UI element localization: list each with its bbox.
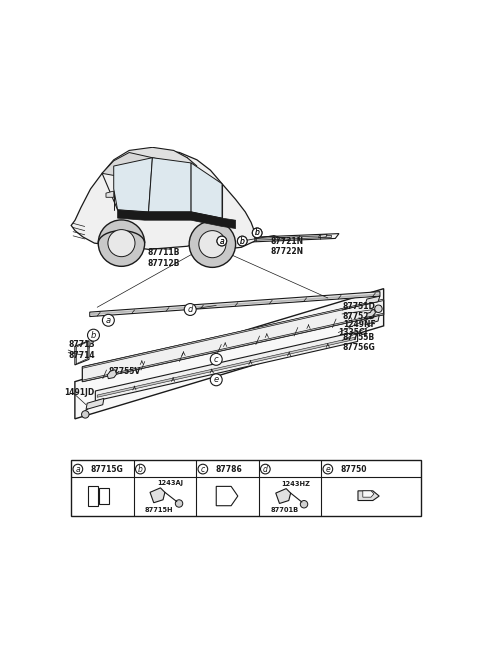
- Text: a: a: [75, 465, 80, 474]
- Text: b: b: [91, 331, 96, 340]
- Circle shape: [199, 230, 226, 257]
- Text: b: b: [240, 236, 245, 246]
- Polygon shape: [75, 341, 89, 365]
- Polygon shape: [276, 488, 290, 504]
- Polygon shape: [150, 488, 165, 503]
- Polygon shape: [148, 158, 191, 212]
- Text: 87750: 87750: [340, 465, 367, 474]
- Circle shape: [252, 228, 262, 238]
- Polygon shape: [202, 234, 339, 244]
- Polygon shape: [106, 191, 114, 197]
- Circle shape: [210, 374, 222, 385]
- Text: 87711B
87712B: 87711B 87712B: [147, 248, 180, 268]
- Text: b: b: [255, 228, 260, 238]
- Circle shape: [238, 236, 247, 246]
- Text: a: a: [219, 236, 224, 246]
- Circle shape: [135, 464, 145, 474]
- Polygon shape: [102, 147, 197, 174]
- Polygon shape: [365, 315, 379, 325]
- Polygon shape: [97, 337, 356, 397]
- Circle shape: [238, 236, 247, 246]
- Text: 87701B: 87701B: [270, 507, 299, 513]
- Polygon shape: [86, 399, 104, 410]
- Polygon shape: [358, 491, 379, 500]
- Polygon shape: [205, 236, 332, 242]
- Circle shape: [323, 464, 333, 474]
- Circle shape: [184, 304, 196, 315]
- Text: a: a: [219, 236, 224, 246]
- Circle shape: [189, 221, 236, 267]
- Circle shape: [375, 305, 382, 312]
- Polygon shape: [365, 296, 380, 305]
- Circle shape: [210, 353, 222, 365]
- Text: b: b: [240, 236, 245, 246]
- Polygon shape: [367, 310, 375, 317]
- Polygon shape: [102, 152, 153, 176]
- Text: 87751D
87752D: 87751D 87752D: [343, 302, 375, 321]
- Text: a: a: [106, 315, 111, 325]
- Text: 87755B
87756G: 87755B 87756G: [343, 333, 375, 352]
- Text: 1243HZ: 1243HZ: [281, 481, 310, 487]
- Text: 87715G: 87715G: [91, 465, 123, 474]
- Text: d: d: [188, 305, 193, 314]
- Polygon shape: [71, 149, 255, 249]
- Circle shape: [217, 236, 227, 246]
- Polygon shape: [83, 300, 384, 381]
- Text: 1491JD: 1491JD: [64, 388, 94, 397]
- Text: b: b: [255, 228, 260, 238]
- Polygon shape: [83, 314, 384, 381]
- Circle shape: [98, 220, 144, 267]
- Text: 87786: 87786: [216, 465, 242, 474]
- Polygon shape: [96, 331, 358, 401]
- Text: b: b: [138, 465, 143, 474]
- Polygon shape: [90, 292, 380, 317]
- Polygon shape: [107, 370, 117, 379]
- Text: c: c: [201, 465, 205, 474]
- Circle shape: [82, 411, 89, 418]
- Text: 87721N
87722N: 87721N 87722N: [270, 236, 303, 256]
- Text: 87755V: 87755V: [108, 367, 141, 376]
- Circle shape: [108, 230, 135, 257]
- Polygon shape: [76, 342, 87, 364]
- Circle shape: [73, 464, 83, 474]
- Polygon shape: [283, 238, 289, 240]
- Text: 1249NF: 1249NF: [343, 320, 375, 329]
- Text: 1335CJ: 1335CJ: [338, 328, 368, 337]
- Text: d: d: [263, 465, 268, 474]
- Text: 1243AJ: 1243AJ: [157, 480, 183, 486]
- Circle shape: [102, 314, 114, 326]
- Circle shape: [300, 500, 308, 508]
- Polygon shape: [91, 294, 379, 315]
- Polygon shape: [114, 158, 153, 212]
- Circle shape: [87, 329, 99, 341]
- Text: e: e: [214, 376, 219, 384]
- Circle shape: [261, 464, 270, 474]
- Polygon shape: [319, 234, 327, 238]
- Polygon shape: [118, 210, 236, 228]
- Circle shape: [198, 464, 208, 474]
- Bar: [71, 460, 421, 515]
- Text: c: c: [214, 355, 218, 364]
- Text: e: e: [325, 465, 330, 474]
- Circle shape: [175, 500, 183, 507]
- Polygon shape: [191, 163, 222, 218]
- Polygon shape: [363, 491, 374, 497]
- Circle shape: [252, 228, 262, 238]
- Text: 87715H: 87715H: [145, 507, 174, 513]
- Polygon shape: [75, 288, 384, 419]
- Polygon shape: [83, 299, 384, 368]
- Circle shape: [217, 236, 227, 246]
- Text: 87713
87714: 87713 87714: [68, 341, 95, 360]
